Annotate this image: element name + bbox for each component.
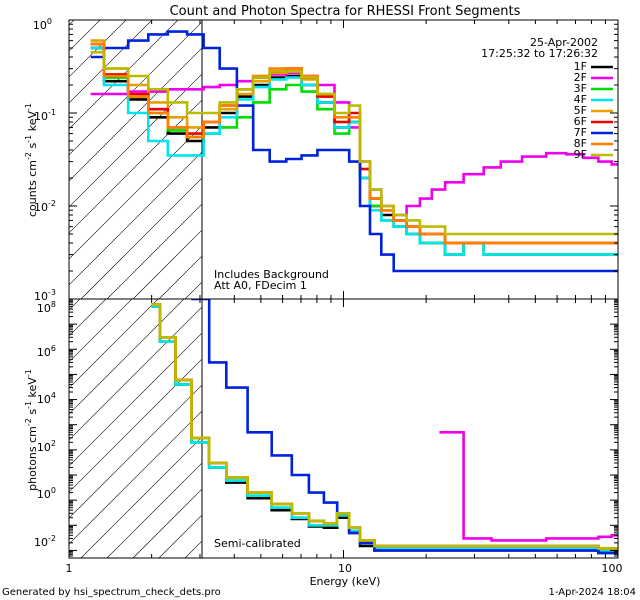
count-series-group — [90, 30, 618, 273]
series-line-3f-counts — [90, 42, 618, 256]
series-line-4f-photons — [151, 305, 618, 552]
hatch-line — [69, 20, 101, 52]
legend-label: 2F — [574, 71, 587, 84]
series-line-5f-counts — [90, 39, 618, 245]
legend-label: 6F — [574, 115, 587, 128]
series-line-2f-photons — [439, 431, 618, 542]
series-line-5f-photons — [151, 303, 618, 550]
hatch-line — [106, 462, 202, 558]
includes-background-annotation: Includes Background — [214, 268, 329, 281]
series-line-9f-counts — [90, 51, 618, 236]
photon-ytick-label: 104 — [37, 391, 56, 406]
xtick-label: 1 — [66, 562, 73, 575]
legend-label: 3F — [574, 82, 587, 95]
count-hatch-region — [69, 20, 202, 299]
hatch-line — [69, 299, 185, 415]
photon-axes-frame — [68, 298, 619, 559]
legend-label: 5F — [574, 104, 587, 117]
time-range-label: 17:25:32 to 17:26:32 — [481, 47, 598, 60]
photon-panel: 108 106 104 102 100 10-2 photons cm-2 s-… — [0, 258, 623, 588]
legend-label: 7F — [574, 126, 587, 139]
series-line-1f-counts — [90, 46, 618, 256]
hatch-line — [69, 332, 202, 467]
legend-label: 9F — [574, 148, 587, 161]
photon-series-group — [151, 299, 618, 555]
photon-ytick-label: 106 — [37, 344, 56, 359]
xtick-label: 10 — [338, 562, 352, 575]
hatch-line — [69, 99, 202, 234]
hatch-line — [69, 299, 159, 389]
hatch-line — [69, 306, 202, 441]
footer-timestamp: 1-Apr-2024 18:04 — [549, 587, 636, 598]
series-line-8f-photons — [151, 303, 618, 550]
series-line-6f-photons — [151, 303, 618, 550]
series-line-7f-counts — [90, 30, 618, 273]
hatch-line — [80, 436, 202, 558]
hatch-line — [69, 151, 202, 286]
hatch-line — [69, 47, 202, 182]
hatch-line — [69, 410, 202, 545]
photon-ytick-label: 10-2 — [34, 534, 56, 549]
hatch-line — [0, 258, 69, 558]
hatch-line — [132, 488, 202, 558]
photon-ticks — [68, 298, 618, 559]
chart-title: Count and Photon Spectra for RHESSI Fron… — [170, 4, 521, 19]
legend-label: 8F — [574, 137, 587, 150]
series-line-8f-counts — [90, 42, 618, 245]
hatch-line — [69, 384, 202, 519]
hatch-line — [69, 21, 202, 156]
hatch-line — [211, 258, 511, 558]
hatch-line — [69, 299, 81, 311]
hatch-line — [106, 203, 202, 299]
hatch-line — [132, 229, 202, 299]
date-label: 25-Apr-2002 — [530, 36, 598, 49]
series-line-4f-counts — [90, 46, 618, 256]
series-line-3f-photons — [151, 305, 618, 552]
hatch-line — [184, 540, 202, 558]
count-panel: 100 10-1 10-2 10-3 counts cm-2 s-1 keV-1… — [24, 17, 619, 303]
photon-hatch-region — [0, 258, 537, 558]
photon-ytick-label: 108 — [37, 300, 56, 315]
hatch-line — [69, 20, 179, 130]
hatch-line — [237, 258, 537, 558]
footer-generated-by: Generated by hsi_spectrum_check_dets.pro — [2, 587, 221, 598]
series-line-9f-photons — [151, 303, 618, 550]
series-line-2f-counts — [90, 71, 618, 217]
count-ytick-label: 100 — [33, 17, 52, 32]
hatch-line — [69, 20, 75, 26]
legend-label: 1F — [574, 60, 587, 73]
count-axes-frame — [68, 19, 619, 300]
hatch-line — [69, 358, 202, 493]
hatch-line — [69, 125, 202, 260]
series-line-6f-counts — [90, 42, 618, 245]
series-line-7f-photons — [191, 299, 618, 555]
photon-ytick-label: 100 — [37, 486, 56, 501]
x-axis-label: Energy (keV) — [310, 575, 381, 588]
photon-ytick-label: 102 — [37, 439, 56, 454]
count-ticks — [68, 19, 618, 300]
hatch-line — [69, 73, 202, 208]
hatch-line — [69, 299, 133, 363]
hatch-line — [80, 177, 202, 299]
attenuator-annotation: Att A0, FDecim 1 — [214, 279, 307, 292]
xtick-label: 100 — [602, 562, 623, 575]
legend-label: 4F — [574, 93, 587, 106]
photon-ylabel: photons cm-2 s-1 keV-1 — [24, 369, 39, 491]
hatch-line — [69, 299, 107, 337]
semi-calibrated-annotation: Semi-calibrated — [214, 537, 301, 550]
count-ylabel: counts cm-2 s-1 keV-1 — [24, 103, 39, 217]
series-line-1f-photons — [151, 305, 618, 555]
